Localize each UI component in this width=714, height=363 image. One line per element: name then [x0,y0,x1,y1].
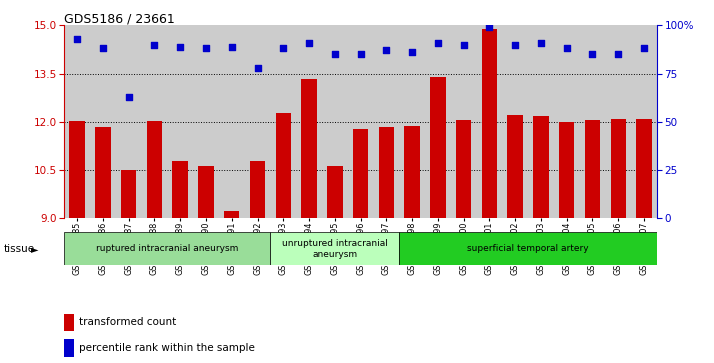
Text: superficial temporal artery: superficial temporal artery [467,244,589,253]
Bar [353,129,368,363]
Point [613,52,624,57]
Point [97,46,109,52]
Bar [173,161,188,363]
Text: percentile rank within the sample: percentile rank within the sample [79,343,254,353]
Point [174,44,186,49]
Bar [585,120,600,363]
Point [123,94,134,99]
Bar [69,121,85,363]
Point [483,24,495,30]
Point [587,52,598,57]
Point [561,46,573,52]
Point [406,49,418,55]
Bar [327,166,343,363]
Bar [64,232,271,265]
Point [510,42,521,48]
Bar [198,166,213,363]
Bar [508,115,523,363]
Bar [430,77,446,363]
Point [278,46,289,52]
Bar [64,339,74,357]
Bar [121,170,136,363]
Point [200,46,211,52]
Bar [456,120,471,363]
Bar [64,314,74,331]
Point [149,42,160,48]
Bar [636,119,652,363]
Text: GDS5186 / 23661: GDS5186 / 23661 [64,13,175,26]
Text: tissue: tissue [4,244,35,254]
Bar [559,122,575,363]
Point [638,46,650,52]
Text: unruptured intracranial
aneurysm: unruptured intracranial aneurysm [282,238,388,259]
Bar [610,119,626,363]
Bar [482,29,497,363]
Bar [271,232,399,265]
Point [303,40,315,46]
Bar [533,116,548,363]
Text: transformed count: transformed count [79,317,176,327]
Bar [399,232,657,265]
Text: ►: ► [31,244,39,254]
Point [226,44,238,49]
Bar [378,127,394,363]
Point [71,36,83,42]
Point [536,40,547,46]
Bar [95,127,111,363]
Point [458,42,469,48]
Point [329,52,341,57]
Text: ruptured intracranial aneurysm: ruptured intracranial aneurysm [96,244,238,253]
Point [252,65,263,71]
Bar [146,121,162,363]
Bar [250,161,265,363]
Point [432,40,443,46]
Bar [404,126,420,363]
Bar [276,113,291,363]
Bar [224,211,239,363]
Point [381,48,392,53]
Point [355,52,366,57]
Bar [301,79,317,363]
